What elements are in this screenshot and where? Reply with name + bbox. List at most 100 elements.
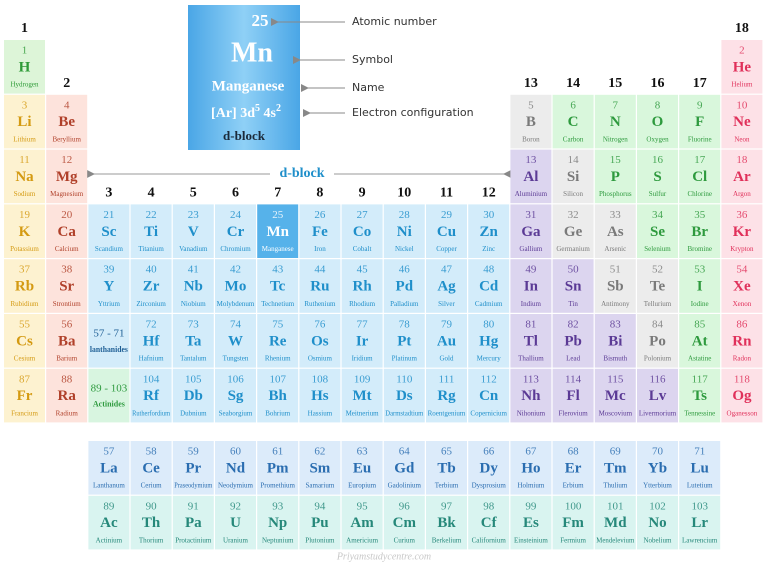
atomic-number: 45 — [357, 264, 369, 276]
atomic-number: 95 — [357, 500, 369, 512]
element-symbol: C — [568, 114, 579, 130]
element-symbol: Cs — [16, 333, 33, 349]
atomic-number: 89 — [103, 500, 115, 512]
element-cell — [172, 368, 214, 423]
element-cell — [426, 368, 467, 423]
element-name: Zirconium — [136, 300, 166, 308]
atomic-number: 13 — [525, 154, 537, 166]
element-name: Vanadium — [179, 245, 208, 253]
element-name: Bismuth — [603, 355, 627, 363]
element-name: Francium — [11, 409, 38, 417]
element-cell — [130, 368, 172, 423]
element-name: Erbium — [563, 482, 585, 490]
atomic-number: 107 — [269, 373, 286, 385]
element-symbol: Th — [142, 515, 161, 531]
atomic-number: 58 — [146, 446, 158, 458]
element-name: Neodymium — [218, 482, 254, 490]
element-cell — [341, 368, 383, 423]
element-symbol: F — [695, 114, 704, 130]
atomic-number: 12 — [61, 154, 72, 166]
element-name: Thorium — [139, 536, 164, 544]
element-name: Gold — [440, 355, 455, 363]
element-name: Fermium — [560, 536, 586, 544]
atomic-number: 86 — [736, 319, 748, 331]
element-symbol: Ho — [521, 460, 540, 476]
element-cell — [637, 204, 678, 258]
element-name: Einsteinium — [514, 536, 548, 544]
annotation: Symbol — [352, 53, 393, 66]
atomic-number: 23 — [188, 209, 200, 221]
element-symbol: Kr — [733, 224, 752, 240]
element-cell — [383, 441, 425, 495]
element-symbol: Pm — [267, 460, 289, 476]
element-cell — [4, 259, 45, 313]
element-name: Cobalt — [353, 245, 372, 253]
element-name: Cerium — [141, 482, 163, 490]
atomic-number: 38 — [61, 264, 73, 276]
element-symbol: Tl — [524, 333, 538, 349]
element-cell — [552, 94, 594, 149]
element-cell — [679, 368, 721, 423]
element-cell — [468, 314, 510, 368]
atomic-number: 60 — [230, 446, 242, 458]
element-symbol: Md — [604, 515, 627, 531]
element-cell — [299, 314, 341, 368]
atomic-number: 76 — [314, 319, 326, 331]
element-cell — [468, 204, 510, 258]
atomic-number: 51 — [610, 264, 621, 276]
range-label: 57 - 71 — [93, 328, 124, 340]
element-name: Lutetium — [687, 482, 713, 490]
atomic-number: 15 — [610, 154, 622, 166]
atomic-number: 50 — [568, 264, 580, 276]
element-cell — [510, 94, 552, 149]
element-symbol: Mt — [353, 388, 372, 404]
element-name: Nitrogen — [603, 135, 628, 143]
group-label: 16 — [651, 76, 665, 91]
atomic-number: 16 — [652, 154, 664, 166]
element-cell — [552, 495, 594, 550]
element-cell — [383, 259, 425, 313]
d-block-label: d-block — [279, 166, 324, 181]
element-symbol: Zr — [143, 279, 160, 295]
element-name: Chromium — [220, 245, 251, 253]
element-symbol: Bi — [608, 333, 622, 349]
atomic-number: 111 — [439, 373, 455, 385]
element-name: Ruthenium — [304, 300, 336, 308]
atomic-number: 24 — [230, 209, 242, 221]
element-cell — [594, 204, 636, 258]
config-part: [Ar] 3d — [211, 106, 255, 121]
element-symbol: Se — [650, 224, 665, 240]
element-symbol: Os — [311, 333, 329, 349]
element-cell — [257, 441, 299, 495]
atomic-number: 11 — [19, 154, 30, 166]
element-symbol: Ce — [142, 460, 160, 476]
element-symbol: Sm — [309, 460, 330, 476]
element-cell — [172, 259, 214, 313]
atomic-number: 97 — [441, 500, 453, 512]
element-name: Dysprosium — [472, 482, 507, 490]
element-name: Tellurium — [644, 300, 672, 308]
element-cell — [130, 259, 172, 313]
element-cell — [88, 204, 130, 258]
element-name: Promethium — [260, 482, 295, 490]
element-symbol: Pb — [564, 333, 582, 349]
element-name: Tungsten — [223, 355, 249, 363]
element-name: Nobelium — [644, 536, 673, 544]
element-cell — [637, 314, 678, 368]
element-symbol: Sc — [101, 224, 116, 240]
element-cell — [215, 204, 256, 258]
atomic-number: 66 — [483, 446, 495, 458]
element-symbol: In — [524, 279, 539, 295]
element-symbol: Cr — [227, 224, 245, 240]
element-cell — [130, 204, 172, 258]
element-name: Tennessine — [684, 409, 715, 417]
label-bg — [270, 166, 334, 182]
element-symbol: Sg — [228, 388, 244, 404]
atomic-number: 115 — [607, 373, 624, 385]
element-cell — [510, 204, 552, 258]
element-name: Calcium — [55, 245, 79, 253]
element-symbol: Bh — [269, 388, 288, 404]
element-symbol: Cd — [479, 279, 499, 295]
element-name: Potassium — [10, 245, 39, 253]
element-name: Uranium — [223, 536, 248, 544]
